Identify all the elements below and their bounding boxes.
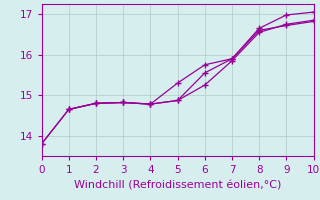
X-axis label: Windchill (Refroidissement éolien,°C): Windchill (Refroidissement éolien,°C) xyxy=(74,181,281,191)
